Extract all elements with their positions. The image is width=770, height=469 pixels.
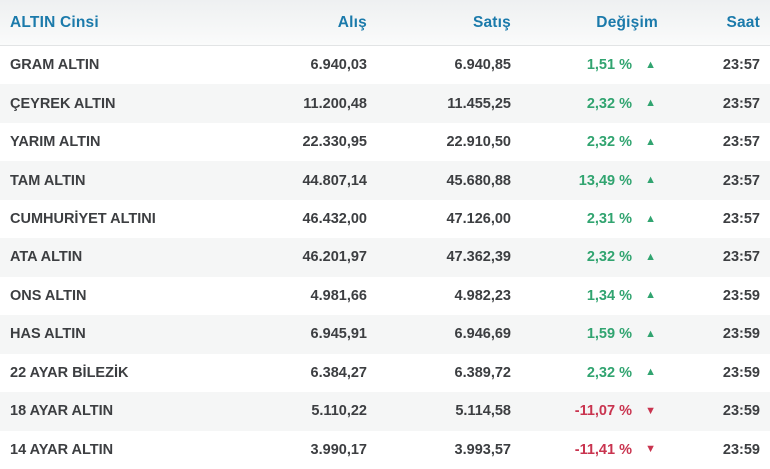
update-time: 23:57 — [722, 249, 760, 266]
sell-price: 3.993,57 — [454, 441, 511, 458]
asset-name: YARIM ALTIN — [10, 134, 101, 151]
buy-price: 46.201,97 — [302, 249, 367, 266]
buy-price: 3.990,17 — [310, 441, 367, 458]
change-cell: 1,34 % ▲ — [511, 288, 658, 304]
arrow-up-icon: ▲ — [645, 58, 656, 71]
change-cell: 2,32 % ▲ — [511, 96, 658, 112]
asset-name: 22 AYAR BİLEZİK — [10, 364, 129, 381]
asset-name: ONS ALTIN — [10, 287, 87, 304]
asset-name: TAM ALTIN — [10, 172, 86, 189]
change-percent: 1,34 % — [586, 287, 632, 304]
table-row[interactable]: ONS ALTIN 4.981,66 4.982,23 1,34 % ▲ 23:… — [0, 277, 770, 315]
arrow-down-icon: ▼ — [645, 443, 656, 456]
buy-price: 11.200,48 — [303, 95, 367, 112]
sell-price: 11.455,25 — [447, 95, 511, 112]
arrow-up-icon: ▲ — [645, 366, 656, 379]
change-cell: 13,49 % ▲ — [511, 173, 658, 189]
update-time: 23:57 — [722, 95, 760, 112]
change-cell: 2,32 % ▲ — [511, 134, 658, 150]
arrow-up-icon: ▲ — [645, 327, 656, 340]
update-time: 23:57 — [722, 134, 760, 151]
buy-price: 6.384,27 — [310, 364, 367, 381]
update-time: 23:57 — [722, 172, 760, 189]
asset-name: CUMHURİYET ALTINI — [10, 211, 156, 228]
col-header-sell: Satış — [472, 13, 511, 31]
change-percent: 13,49 % — [578, 172, 632, 189]
change-percent: 2,32 % — [586, 364, 632, 381]
table-row[interactable]: 18 AYAR ALTIN 5.110,22 5.114,58 -11,07 %… — [0, 392, 770, 431]
buy-price: 44.807,14 — [302, 172, 367, 189]
buy-price: 5.110,22 — [311, 403, 367, 420]
change-percent: 2,32 % — [586, 249, 632, 266]
asset-name: ÇEYREK ALTIN — [10, 95, 116, 112]
asset-name: ATA ALTIN — [10, 249, 83, 266]
buy-price: 6.940,03 — [310, 57, 367, 74]
gold-table-body: GRAM ALTIN 6.940,03 6.940,85 1,51 % ▲ 23… — [0, 46, 770, 469]
change-cell: 1,59 % ▲ — [511, 326, 658, 342]
table-row[interactable]: ATA ALTIN 46.201,97 47.362,39 2,32 % ▲ 2… — [0, 238, 770, 277]
buy-price: 6.945,91 — [310, 326, 367, 343]
table-row[interactable]: 22 AYAR BİLEZİK 6.384,27 6.389,72 2,32 %… — [0, 354, 770, 392]
update-time: 23:57 — [722, 211, 760, 228]
change-percent: 1,51 % — [586, 57, 632, 74]
sell-price: 47.126,00 — [446, 211, 511, 228]
buy-price: 4.981,66 — [310, 287, 367, 304]
arrow-up-icon: ▲ — [645, 250, 656, 263]
asset-name: GRAM ALTIN — [10, 57, 100, 74]
table-row[interactable]: GRAM ALTIN 6.940,03 6.940,85 1,51 % ▲ 23… — [0, 46, 770, 84]
update-time: 23:59 — [722, 326, 760, 343]
update-time: 23:59 — [722, 287, 760, 304]
change-cell: -11,41 % ▼ — [511, 442, 658, 458]
table-row[interactable]: HAS ALTIN 6.945,91 6.946,69 1,59 % ▲ 23:… — [0, 315, 770, 354]
col-header-time: Saat — [726, 13, 760, 31]
arrow-up-icon: ▲ — [645, 135, 656, 148]
table-row[interactable]: 14 AYAR ALTIN 3.990,17 3.993,57 -11,41 %… — [0, 431, 770, 469]
update-time: 23:59 — [722, 441, 760, 458]
arrow-up-icon: ▲ — [645, 97, 656, 110]
sell-price: 6.389,72 — [454, 364, 511, 381]
table-row[interactable]: CUMHURİYET ALTINI 46.432,00 47.126,00 2,… — [0, 200, 770, 238]
col-header-change: Değişim — [596, 13, 658, 31]
buy-price: 22.330,95 — [302, 134, 367, 151]
col-header-buy: Alış — [337, 13, 367, 31]
asset-name: 18 AYAR ALTIN — [10, 403, 114, 420]
sell-price: 45.680,88 — [446, 172, 511, 189]
col-header-asset-name: ALTIN Cinsi — [10, 13, 99, 31]
arrow-up-icon: ▲ — [645, 174, 656, 187]
change-cell: 2,32 % ▲ — [511, 365, 658, 381]
table-row[interactable]: YARIM ALTIN 22.330,95 22.910,50 2,32 % ▲… — [0, 123, 770, 161]
sell-price: 47.362,39 — [446, 249, 511, 266]
sell-price: 22.910,50 — [446, 134, 511, 151]
change-percent: 1,59 % — [586, 326, 632, 343]
change-cell: 2,31 % ▲ — [511, 211, 658, 227]
sell-price: 6.940,85 — [454, 57, 511, 74]
table-row[interactable]: TAM ALTIN 44.807,14 45.680,88 13,49 % ▲ … — [0, 161, 770, 200]
change-cell: -11,07 % ▼ — [511, 403, 658, 419]
asset-name: 14 AYAR ALTIN — [10, 441, 114, 458]
change-percent: 2,32 % — [586, 134, 632, 151]
change-percent: -11,07 % — [574, 403, 632, 420]
change-percent: 2,31 % — [586, 211, 632, 228]
asset-name: HAS ALTIN — [10, 326, 86, 343]
update-time: 23:59 — [722, 403, 760, 420]
change-cell: 1,51 % ▲ — [511, 57, 658, 73]
update-time: 23:59 — [722, 364, 760, 381]
sell-price: 4.982,23 — [454, 287, 511, 304]
change-percent: -11,41 % — [574, 441, 632, 458]
update-time: 23:57 — [722, 57, 760, 74]
arrow-down-icon: ▼ — [645, 404, 656, 417]
arrow-up-icon: ▲ — [645, 212, 656, 225]
buy-price: 46.432,00 — [302, 211, 367, 228]
arrow-up-icon: ▲ — [645, 289, 656, 302]
change-percent: 2,32 % — [586, 95, 632, 112]
table-row[interactable]: ÇEYREK ALTIN 11.200,48 11.455,25 2,32 % … — [0, 84, 770, 123]
sell-price: 5.114,58 — [455, 403, 511, 420]
table-header-row: ALTIN Cinsi Alış Satış Değişim Saat — [0, 0, 770, 46]
sell-price: 6.946,69 — [454, 326, 511, 343]
change-cell: 2,32 % ▲ — [511, 249, 658, 265]
